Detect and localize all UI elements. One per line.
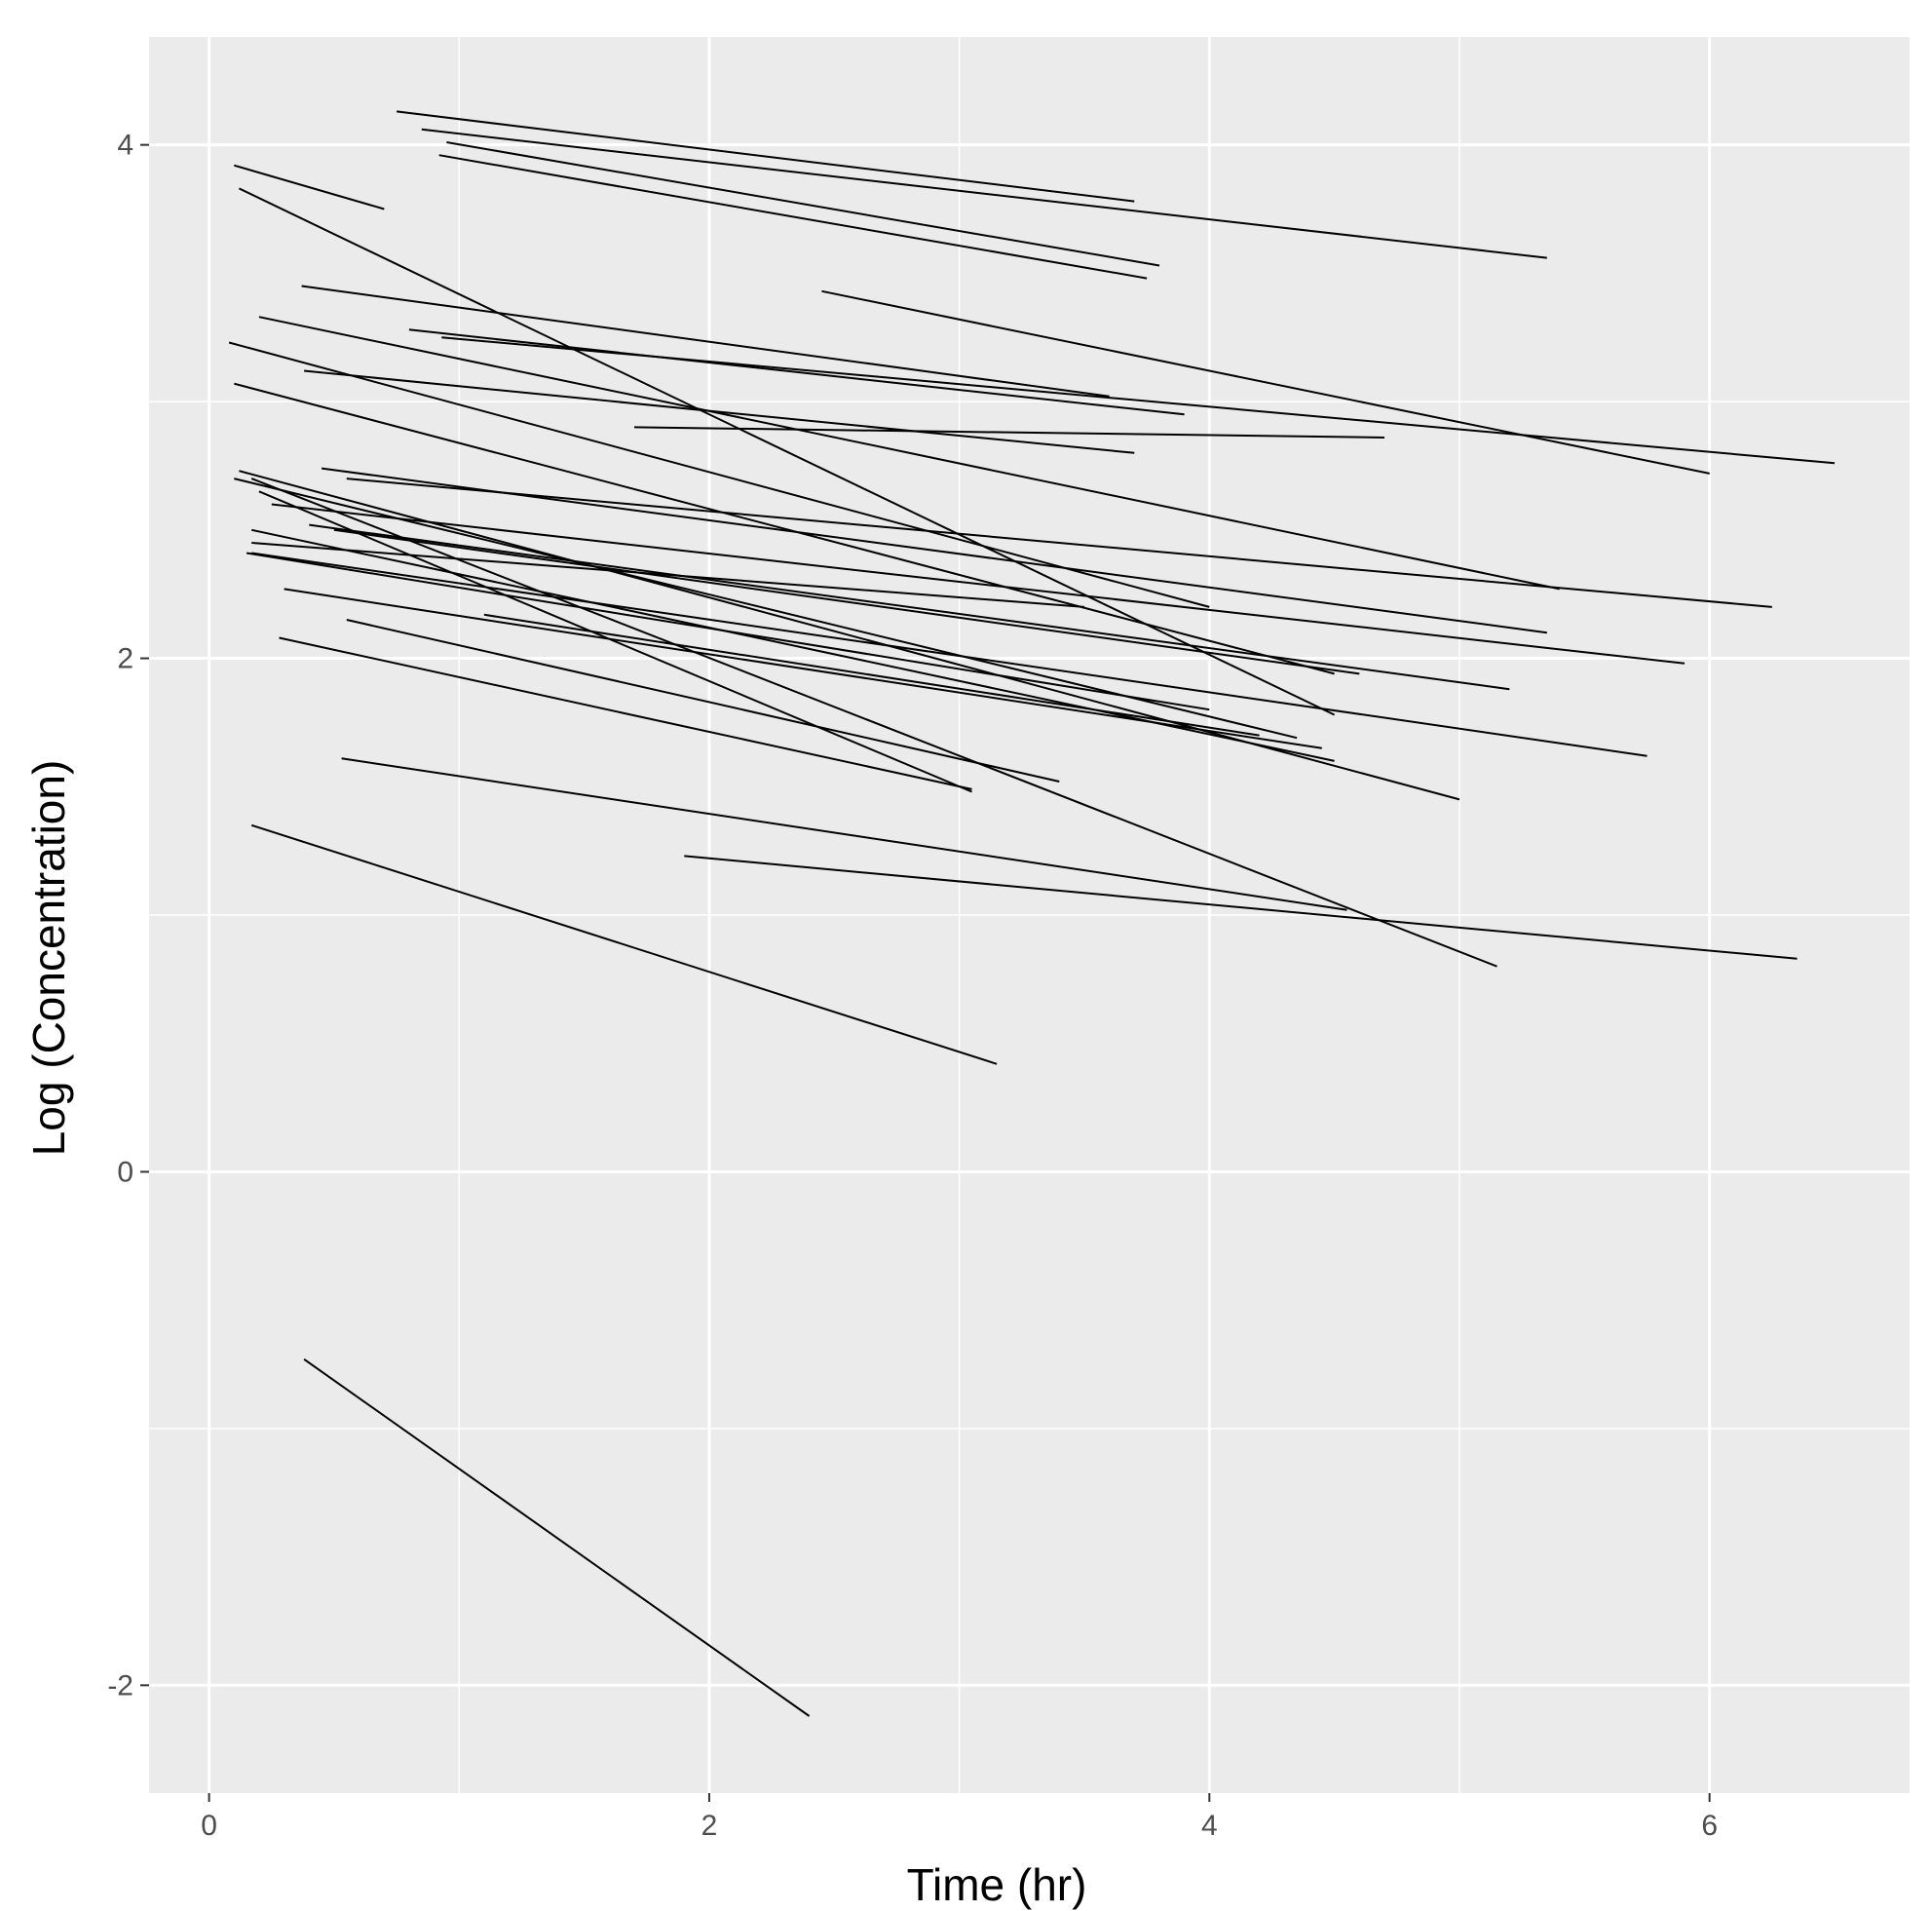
- series-line: [304, 369, 1135, 454]
- series-line: [483, 613, 1260, 737]
- series-line: [346, 619, 1060, 783]
- y-tick-label: 2: [117, 643, 133, 675]
- series-line: [279, 636, 972, 790]
- series-line: [234, 382, 1335, 675]
- series-line: [238, 187, 1336, 716]
- series-line: [333, 528, 1360, 675]
- y-tick-label: 0: [117, 1156, 133, 1188]
- grid-minor: [149, 37, 1910, 1793]
- series-line: [250, 478, 1497, 968]
- series-line: [396, 110, 1135, 203]
- series-line: [271, 503, 1686, 665]
- series-line: [441, 336, 1836, 465]
- x-tick-label: 2: [701, 1810, 718, 1842]
- series-line: [234, 164, 385, 210]
- series-line: [341, 757, 1347, 911]
- y-axis-title: Log (Concentration): [23, 760, 74, 1157]
- series-line: [284, 588, 1322, 749]
- y-axis-ticks: -2 0 2 4: [107, 130, 149, 1701]
- series-line: [421, 128, 1547, 259]
- series-line: [633, 426, 1385, 439]
- series-line: [309, 523, 1510, 691]
- series-group: [228, 110, 1836, 1717]
- series-line: [228, 341, 1210, 608]
- series-line: [258, 316, 1560, 591]
- grid-major: [149, 37, 1910, 1793]
- x-tick-label: 4: [1201, 1810, 1218, 1842]
- series-line: [346, 478, 1772, 608]
- series-line: [684, 855, 1798, 960]
- x-tick-label: 0: [201, 1810, 217, 1842]
- series-line: [446, 141, 1160, 267]
- series-line: [408, 328, 1185, 416]
- series-line: [258, 490, 972, 793]
- series-line: [246, 552, 1210, 711]
- x-axis-ticks: 0 2 4 6: [201, 1793, 1718, 1842]
- series-line: [821, 289, 1710, 475]
- x-tick-label: 6: [1701, 1810, 1718, 1842]
- series-line: [301, 285, 1110, 398]
- series-line: [321, 467, 1547, 634]
- series-line: [438, 154, 1148, 280]
- series-line: [251, 542, 1085, 608]
- y-tick-label: -2: [107, 1669, 133, 1701]
- series-line: [250, 823, 998, 1065]
- x-axis-title: Time (hr): [907, 1859, 1087, 1910]
- series-line: [303, 1357, 811, 1717]
- y-tick-label: 4: [117, 130, 133, 162]
